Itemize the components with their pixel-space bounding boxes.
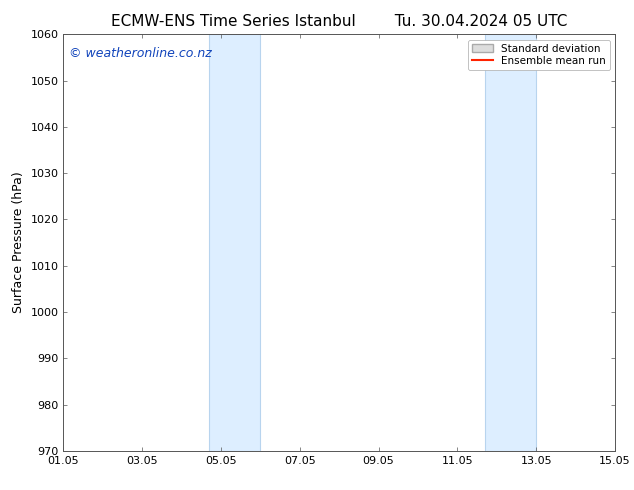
Bar <box>209 34 261 451</box>
Text: © weatheronline.co.nz: © weatheronline.co.nz <box>69 47 212 60</box>
Legend: Standard deviation, Ensemble mean run: Standard deviation, Ensemble mean run <box>467 40 610 70</box>
Bar <box>485 34 536 451</box>
Y-axis label: Surface Pressure (hPa): Surface Pressure (hPa) <box>12 172 25 314</box>
Title: ECMW-ENS Time Series Istanbul        Tu. 30.04.2024 05 UTC: ECMW-ENS Time Series Istanbul Tu. 30.04.… <box>111 14 567 29</box>
